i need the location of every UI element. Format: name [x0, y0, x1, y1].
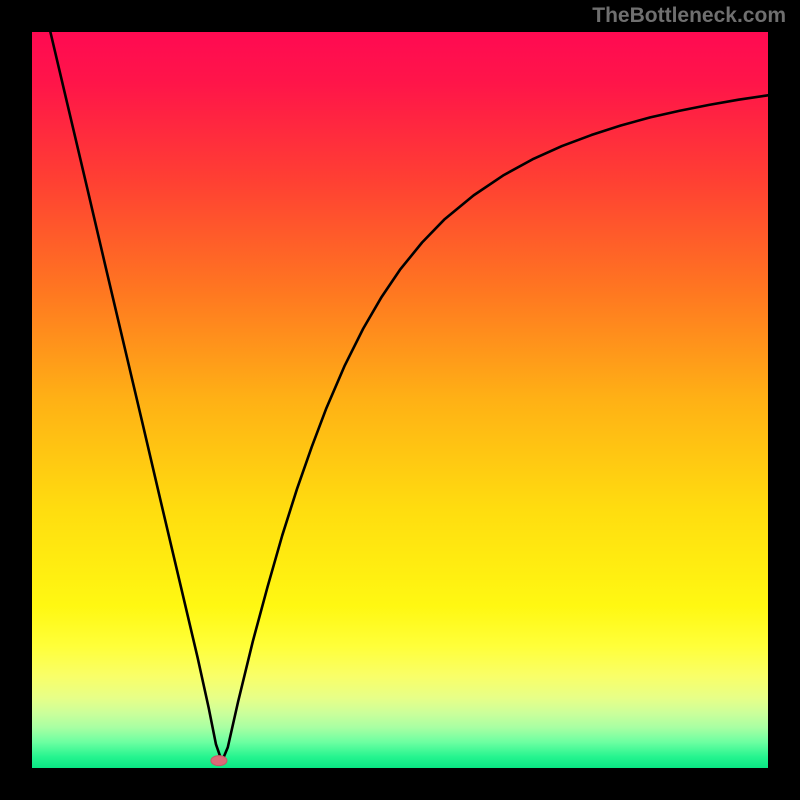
- figure-container: TheBottleneck.com: [0, 0, 800, 800]
- bottleneck-chart: [0, 0, 800, 800]
- plot-background: [32, 32, 768, 768]
- watermark-text: TheBottleneck.com: [592, 4, 786, 28]
- optimum-marker: [211, 756, 227, 766]
